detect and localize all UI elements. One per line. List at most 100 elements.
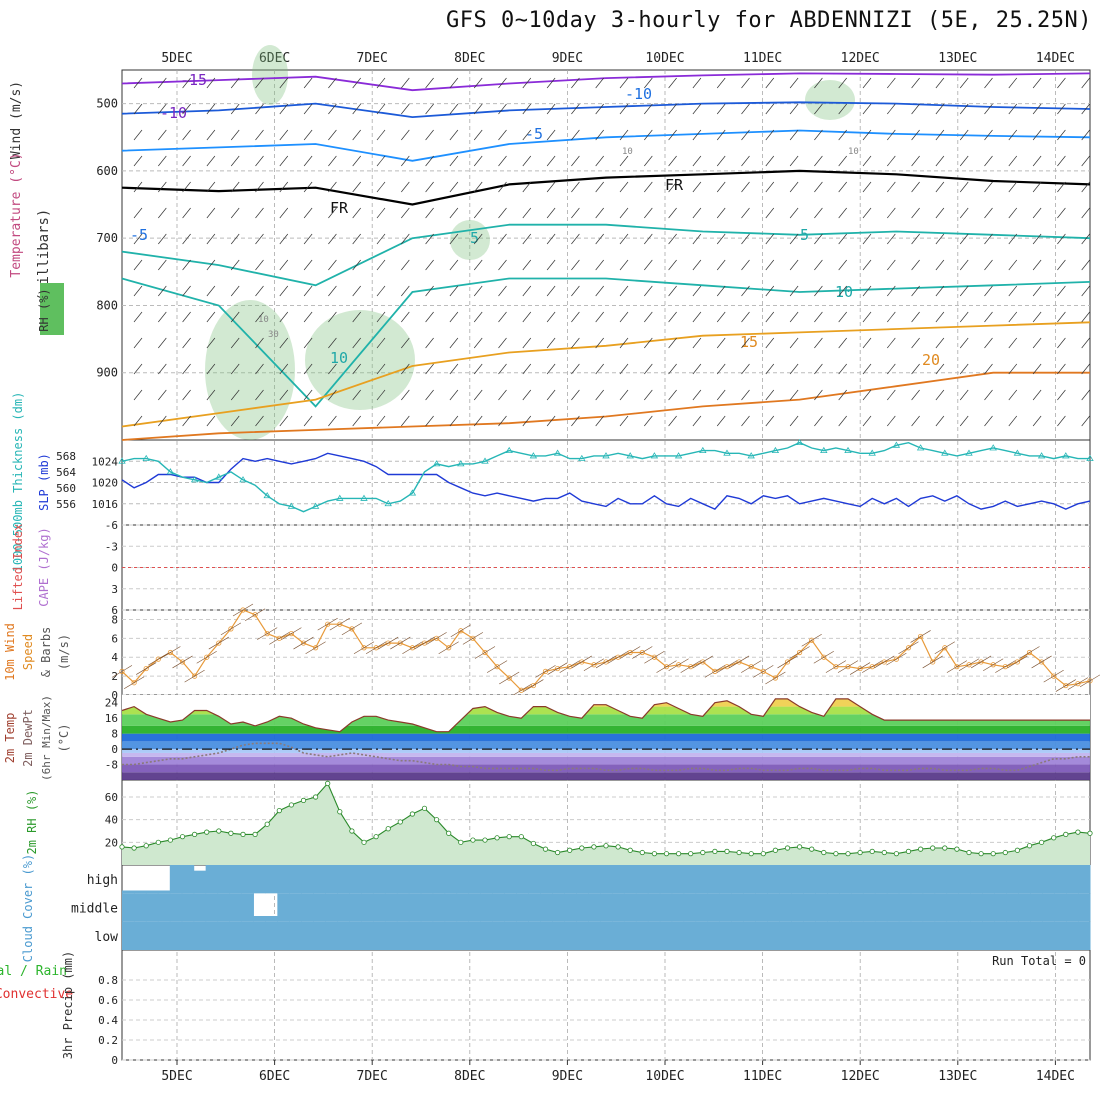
- wind-barb: [473, 285, 483, 297]
- wind-barb: [133, 155, 143, 167]
- wind-speed-marker: [724, 664, 730, 670]
- rh-marker: [688, 851, 694, 857]
- wind-barb: [716, 181, 726, 193]
- wind-barb: [376, 285, 386, 297]
- wind-speed-marker: [518, 687, 524, 693]
- wind-speed-marker: [1026, 649, 1033, 656]
- wind-barb: [376, 181, 386, 193]
- cloud-cell: [337, 893, 350, 922]
- wind-barb: [133, 259, 143, 271]
- wind-barb: [619, 285, 629, 297]
- cloud-cell: [1066, 921, 1079, 950]
- cloud-cell: [456, 921, 470, 950]
- x-tick-label-bottom: 7DEC: [357, 1069, 388, 1084]
- rh-marker: [325, 780, 331, 787]
- wind-barb: [473, 337, 483, 349]
- rh-legend-swatch: [40, 283, 64, 335]
- surface-wind-barb: [934, 641, 955, 655]
- wind-barb: [595, 181, 604, 193]
- x-tick-label-top: 8DEC: [454, 51, 485, 66]
- wind-barb: [571, 363, 580, 375]
- thickness-marker: [795, 438, 804, 446]
- wind-barb: [182, 207, 191, 219]
- cloud-cell: [611, 893, 625, 922]
- wind-barb: [352, 285, 361, 297]
- wind-barb: [668, 415, 677, 427]
- wind-barb: [814, 233, 823, 245]
- wind-speed-marker: [300, 640, 307, 646]
- wind-barb: [255, 129, 264, 141]
- wind-barb: [352, 129, 361, 141]
- rh-marker: [567, 847, 573, 853]
- wind-barb: [862, 155, 872, 167]
- surface-wind-barb: [196, 650, 217, 664]
- wind-barb: [498, 207, 507, 219]
- rh-y-tick-label: 40: [105, 814, 118, 827]
- rh-marker: [1039, 839, 1045, 845]
- wind-speed-marker: [470, 635, 476, 641]
- cloud-cell: [1054, 865, 1067, 894]
- cloud-cell: [886, 921, 900, 950]
- thickness-marker: [360, 494, 368, 501]
- cloud-cell: [970, 893, 983, 922]
- thickness-marker: [1062, 452, 1070, 459]
- cloud-cell: [850, 893, 864, 922]
- wind-barb: [401, 259, 410, 271]
- x-tick-label-bottom: 8DEC: [454, 1069, 485, 1084]
- cloud-cell: [1078, 865, 1091, 894]
- wind-speed-marker: [421, 640, 428, 646]
- cloud-cell: [444, 893, 458, 922]
- wind-barb: [716, 155, 726, 167]
- wind-barb: [230, 129, 240, 141]
- wind-barb: [546, 103, 556, 115]
- cloud-cell: [289, 921, 302, 950]
- wind-barb: [425, 77, 434, 89]
- wind-speed-marker: [554, 665, 561, 672]
- wind-barb: [206, 259, 216, 271]
- wind-barb: [1081, 389, 1090, 401]
- thickness-marker: [311, 502, 320, 509]
- cloud-cell: [396, 893, 410, 922]
- temperature-contour: [121, 129, 1091, 162]
- wind-barb: [473, 259, 483, 271]
- slp-y-tick-label: 1016: [92, 498, 119, 511]
- wind-barb: [498, 77, 507, 89]
- wind-barb: [498, 389, 507, 401]
- wind-barb: [522, 129, 532, 141]
- rh-marker: [736, 849, 742, 856]
- precip-y-tick-label: 0.8: [98, 974, 118, 987]
- surface-wind-barb: [1055, 679, 1076, 692]
- rh-marker: [300, 797, 307, 804]
- cloud-cell: [133, 921, 147, 950]
- upper-y-tick-label: 500: [96, 97, 118, 111]
- surface-wind-barb: [208, 636, 229, 650]
- surface-wind-barb: [692, 655, 713, 669]
- cloud-cell: [767, 865, 780, 894]
- surface-wind-barb: [353, 641, 375, 655]
- surface-wind-barb: [220, 622, 242, 636]
- wind-barb: [1057, 389, 1066, 401]
- wind-barb: [376, 415, 386, 427]
- temp-y-label-b: 2m DewPt: [21, 709, 35, 767]
- cloud-cell: [444, 921, 458, 950]
- wind-barb: [789, 207, 799, 219]
- panel-frame-precip: [121, 949, 1091, 1061]
- surface-wind-barb: [946, 660, 968, 673]
- surface-wind-barb: [1043, 669, 1064, 683]
- thickness-marker: [529, 452, 538, 459]
- wind-barb: [546, 285, 556, 297]
- cloud-cell: [850, 865, 864, 894]
- cloud-cell: [408, 893, 422, 922]
- wind-barb: [619, 233, 629, 245]
- wind-barb: [352, 415, 361, 427]
- cloud-cell: [432, 893, 446, 922]
- wind-barb: [1032, 389, 1042, 401]
- precip-y-tick-label: 0.6: [98, 994, 118, 1007]
- wind-barb: [716, 103, 726, 115]
- cloud-cell: [898, 921, 912, 950]
- wind-barb: [887, 259, 896, 271]
- wind-barb: [887, 415, 896, 427]
- wind-barb: [765, 155, 775, 167]
- rh-marker: [542, 846, 549, 852]
- wind-barb: [376, 155, 386, 167]
